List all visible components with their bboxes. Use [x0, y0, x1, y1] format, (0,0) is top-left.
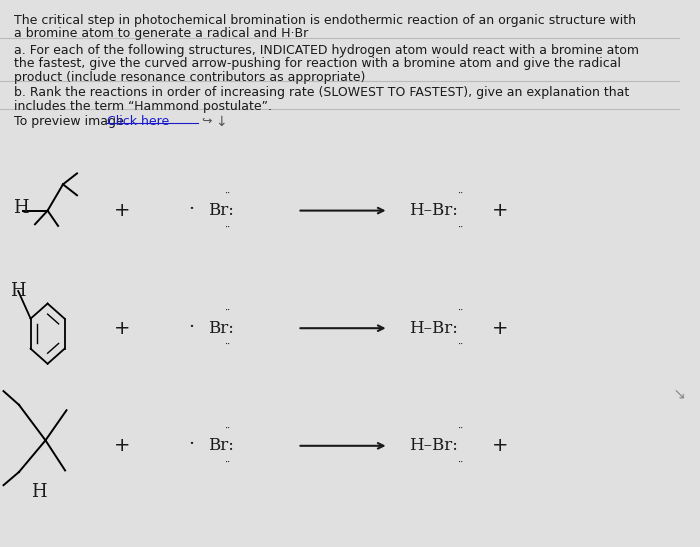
Text: ··: ··	[225, 189, 230, 197]
Text: ··: ··	[457, 340, 463, 349]
Text: H: H	[13, 199, 28, 217]
Text: ·: ·	[188, 200, 194, 218]
Text: Br:: Br:	[208, 437, 234, 455]
Text: +: +	[492, 437, 509, 455]
Text: includes the term “Hammond postulate”.: includes the term “Hammond postulate”.	[14, 100, 272, 113]
Text: H–Br:: H–Br:	[410, 437, 459, 455]
Text: ··: ··	[225, 340, 230, 349]
Text: +: +	[114, 437, 131, 455]
Text: +: +	[114, 319, 131, 337]
Text: ·: ·	[188, 435, 194, 453]
Text: b. Rank the reactions in order of increasing rate (SLOWEST TO FASTEST), give an : b. Rank the reactions in order of increa…	[14, 86, 629, 100]
Text: ··: ··	[457, 189, 463, 197]
Text: +: +	[114, 201, 131, 220]
Text: ··: ··	[225, 223, 230, 231]
Text: product (include resonance contributors as appropriate): product (include resonance contributors …	[14, 71, 365, 84]
Text: ↓: ↓	[216, 115, 228, 129]
Text: H: H	[31, 484, 46, 501]
Text: Br:: Br:	[208, 319, 234, 337]
Text: H: H	[10, 282, 25, 300]
Text: The critical step in photochemical bromination is endothermic reaction of an org: The critical step in photochemical bromi…	[14, 14, 636, 27]
Text: ··: ··	[225, 458, 230, 467]
Text: →: →	[668, 384, 687, 404]
Text: ↪: ↪	[202, 115, 212, 128]
Text: ··: ··	[225, 424, 230, 433]
Text: ··: ··	[457, 424, 463, 433]
Text: Br:: Br:	[208, 202, 234, 219]
Text: ··: ··	[457, 458, 463, 467]
Text: To preview image: To preview image	[14, 115, 127, 128]
Text: Click here: Click here	[107, 115, 169, 128]
Text: ··: ··	[457, 306, 463, 315]
Text: ··: ··	[457, 223, 463, 231]
Text: ·: ·	[188, 318, 194, 335]
Text: H–Br:: H–Br:	[410, 319, 459, 337]
Text: ··: ··	[225, 306, 230, 315]
Text: +: +	[492, 319, 509, 337]
Text: H–Br:: H–Br:	[410, 202, 459, 219]
Text: +: +	[492, 201, 509, 220]
Text: a. For each of the following structures, INDICATED hydrogen atom would react wit: a. For each of the following structures,…	[14, 44, 639, 57]
Text: a bromine atom to generate a radical and H·Br: a bromine atom to generate a radical and…	[14, 27, 308, 40]
Text: the fastest, give the curved arrow-pushing for reaction with a bromine atom and : the fastest, give the curved arrow-pushi…	[14, 57, 621, 71]
